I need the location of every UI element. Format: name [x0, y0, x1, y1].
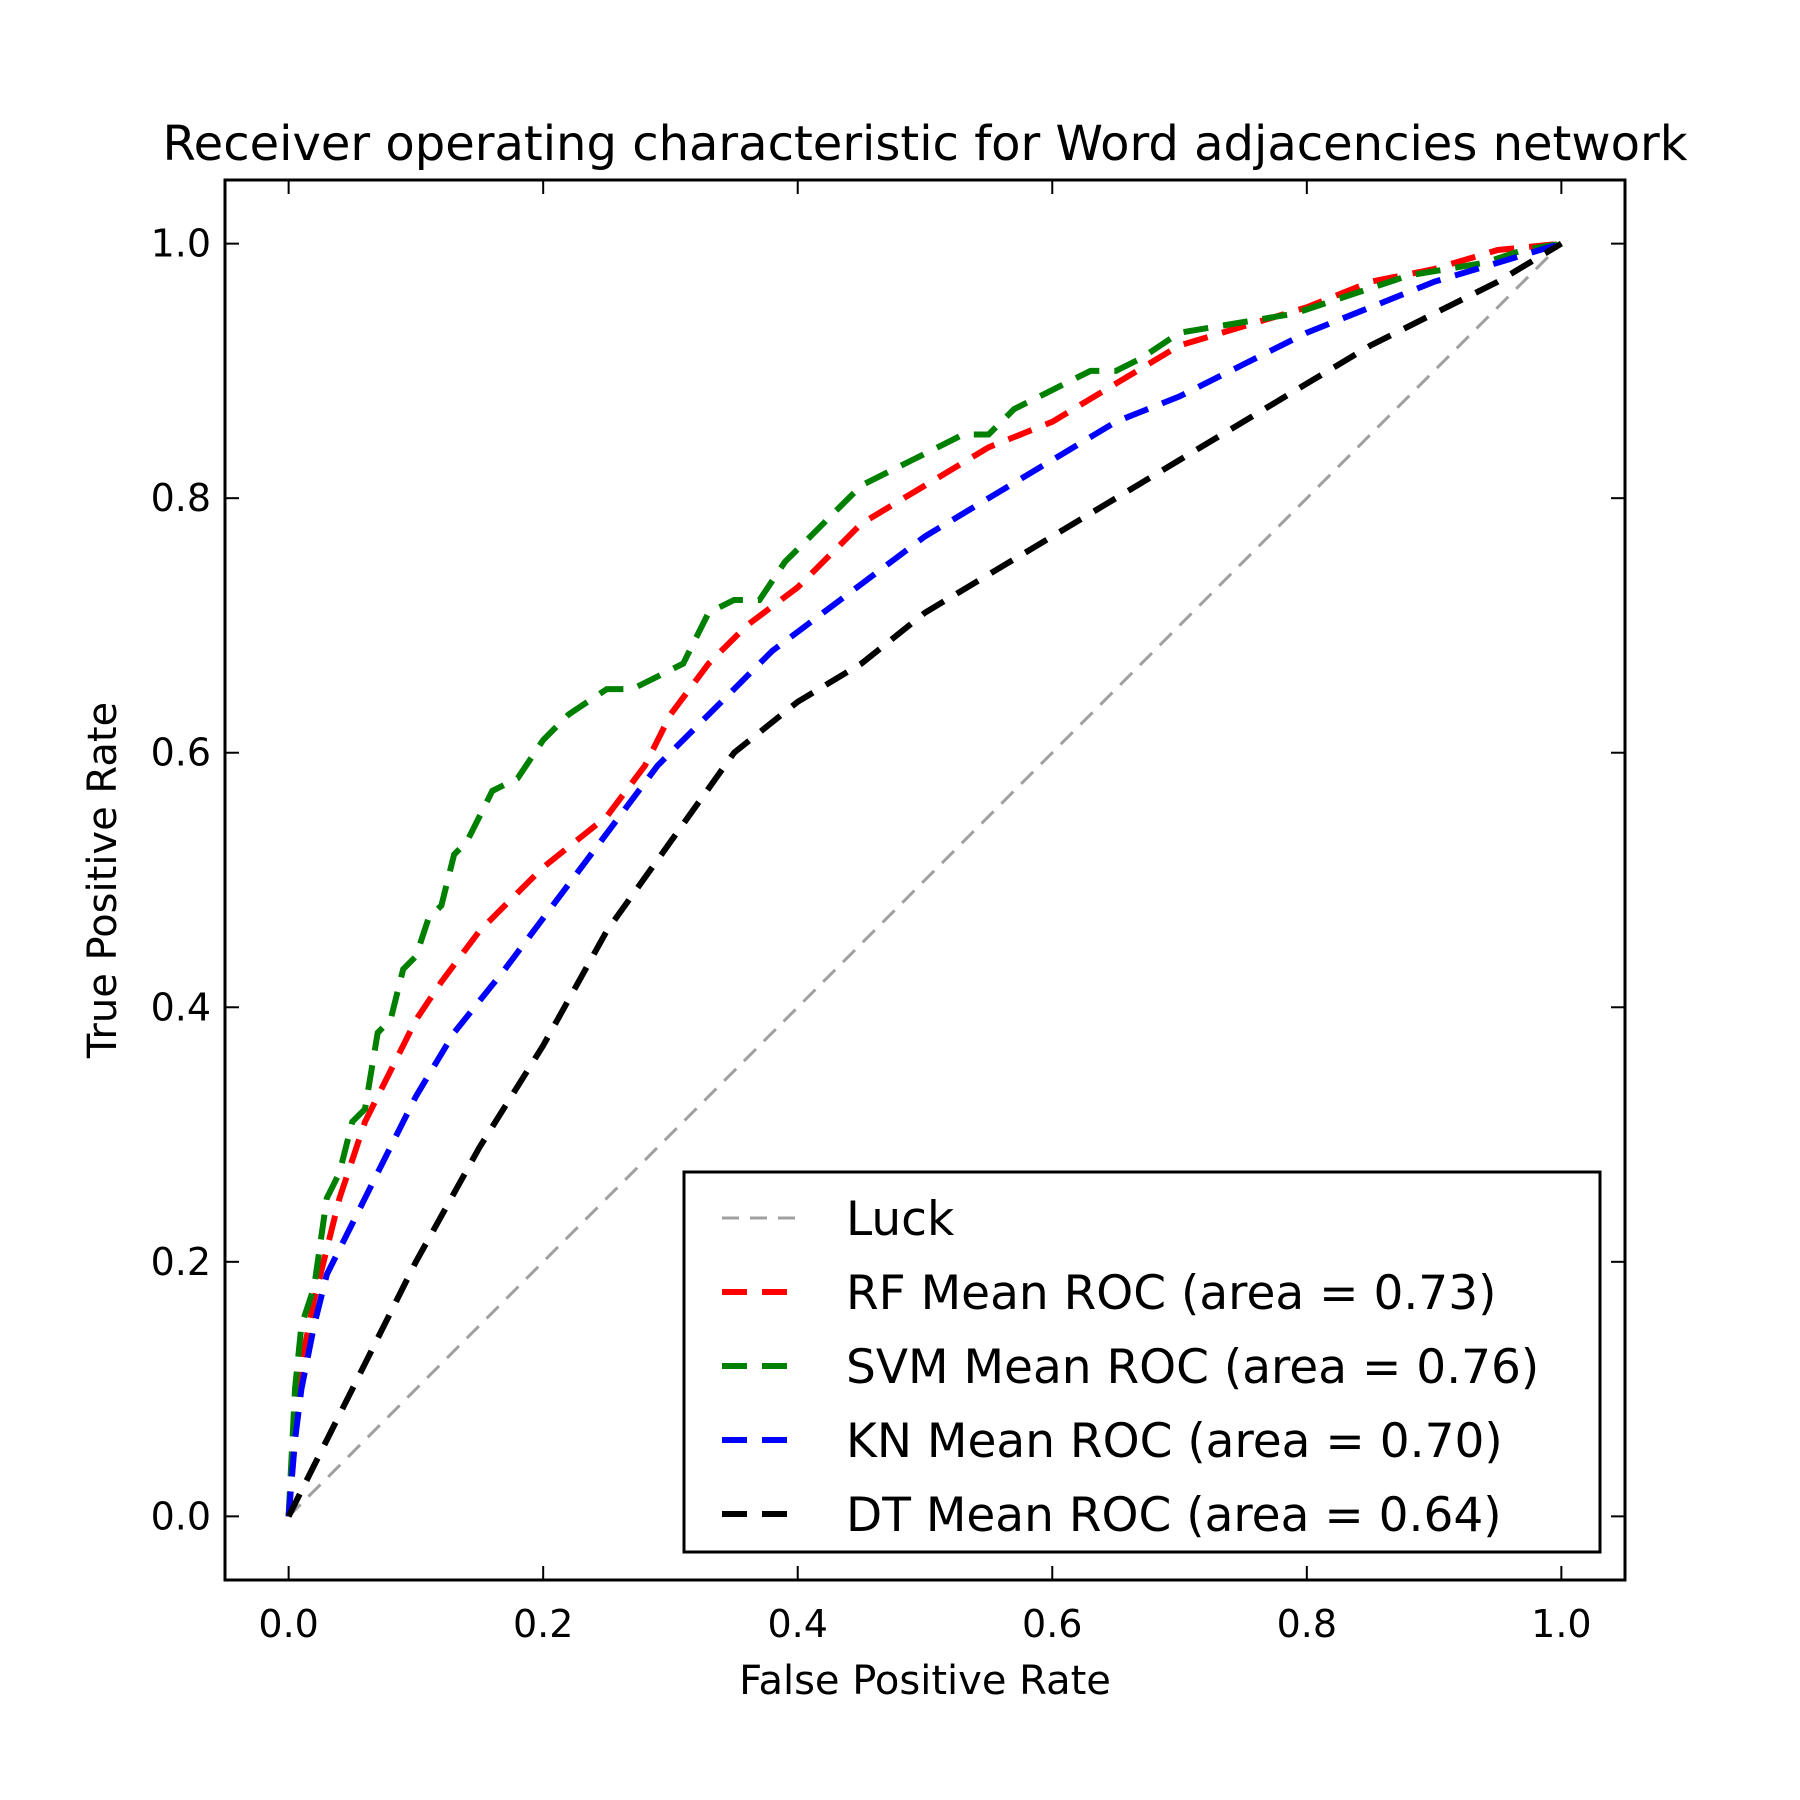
y-tick-label: 0.4 [151, 985, 211, 1029]
y-axis: 0.0 0.2 0.4 0.6 0.8 1.0 [151, 222, 1625, 1538]
x-axis: 0.0 0.2 0.4 0.6 0.8 1.0 [258, 180, 1592, 1646]
x-tick-label: 0.0 [258, 1602, 318, 1646]
series-line-1 [285, 240, 1562, 1517]
y-tick-label: 0.2 [151, 1240, 211, 1284]
x-axis-label: False Positive Rate [739, 1658, 1111, 1704]
series-line-0 [287, 242, 1563, 1518]
y-tick-label: 0.8 [151, 476, 211, 520]
x-tick-label: 0.2 [513, 1602, 573, 1646]
y-axis-label: True Positive Rate [80, 702, 126, 1059]
legend-label-4: DT Mean ROC (area = 0.64) [846, 1488, 1502, 1543]
legend-label-0: Luck [846, 1192, 955, 1247]
series-line-4 [285, 241, 1563, 1518]
legend-label-3: KN Mean ROC (area = 0.70) [846, 1414, 1503, 1469]
x-tick-label: 0.4 [768, 1602, 828, 1646]
x-tick-label: 1.0 [1531, 1602, 1591, 1646]
chart-title: Receiver operating characteristic for Wo… [162, 116, 1687, 172]
plot-frame [223, 178, 1627, 1582]
y-tick-label: 0.6 [151, 731, 211, 775]
y-tick-label: 0.0 [151, 1494, 211, 1538]
x-tick-label: 0.6 [1022, 1602, 1082, 1646]
plot-area [285, 240, 1563, 1518]
series-line-2 [285, 240, 1562, 1517]
legend-frame [682, 1170, 1602, 1554]
legend-label-1: RF Mean ROC (area = 0.73) [846, 1266, 1496, 1321]
series-line-3 [285, 240, 1563, 1517]
y-tick-label: 1.0 [151, 222, 211, 266]
legend-label-2: SVM Mean ROC (area = 0.76) [846, 1340, 1539, 1395]
x-tick-label: 0.8 [1277, 1602, 1337, 1646]
legend: Luck RF Mean ROC (area = 0.73) SVM Mean RO… [682, 1170, 1602, 1554]
